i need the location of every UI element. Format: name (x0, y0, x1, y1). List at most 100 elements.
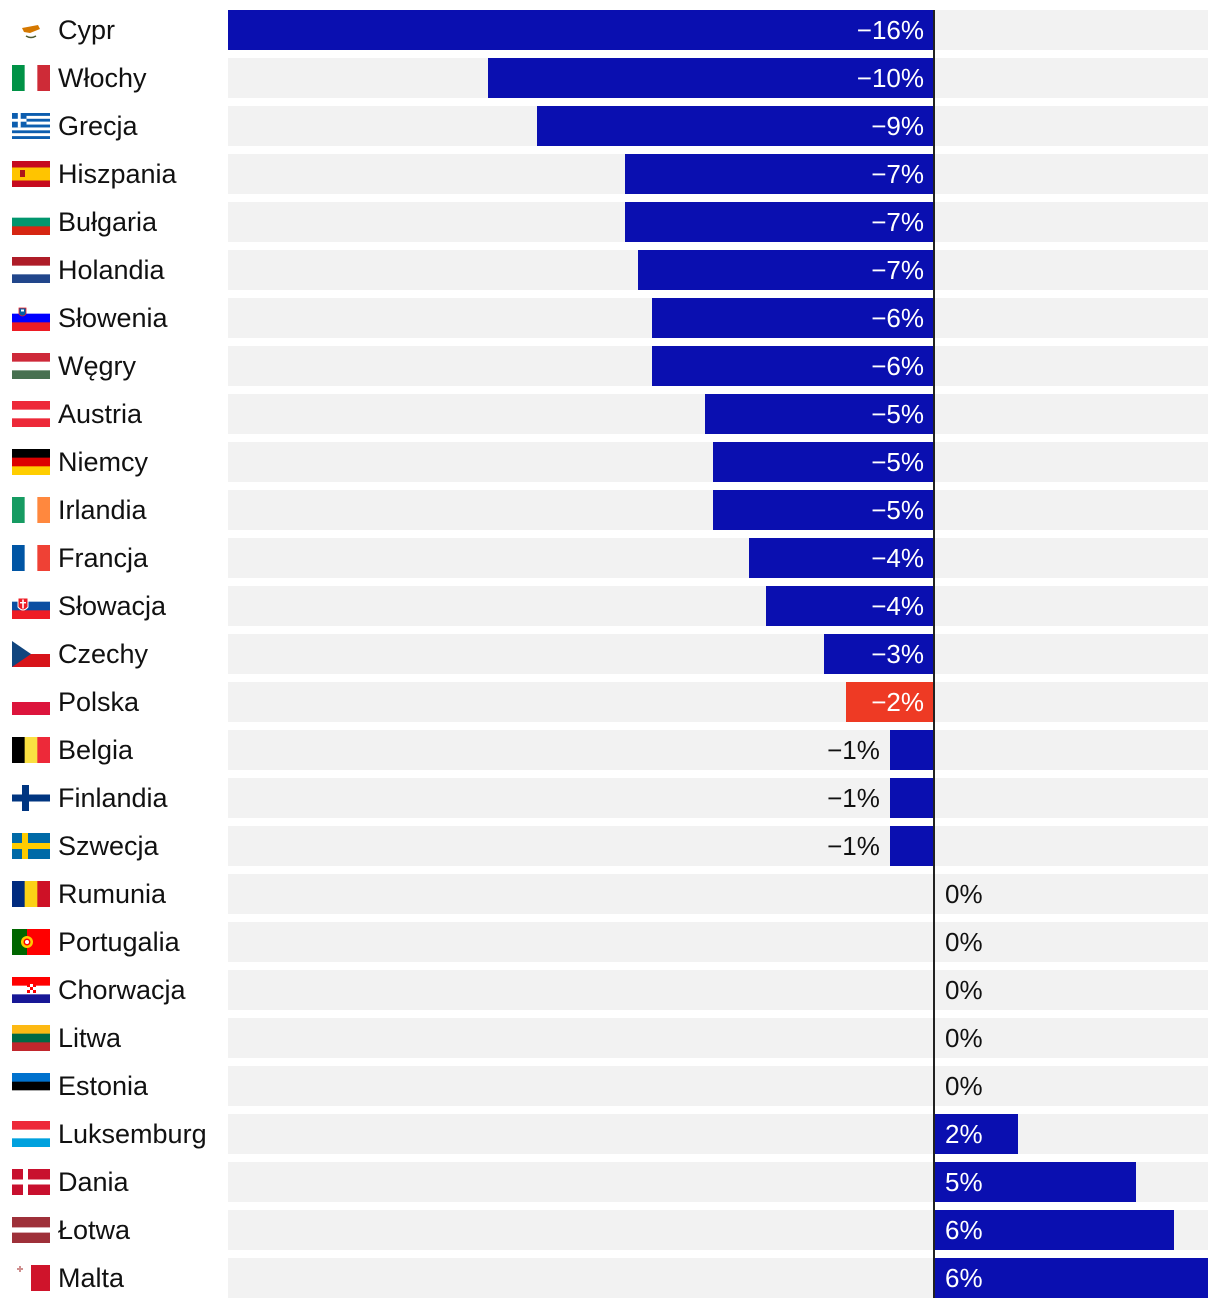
chart-row: Francja −4% (0, 538, 1220, 578)
category-label: Słowenia (58, 303, 168, 333)
dk-flag-icon (12, 1169, 50, 1195)
pl-flag-icon (12, 689, 50, 715)
se-flag-icon (12, 833, 50, 859)
bar-track (228, 922, 1208, 962)
pt-flag-icon (12, 929, 50, 955)
data-label: 2% (945, 1119, 983, 1149)
category-label: Szwecja (58, 831, 159, 861)
hr-flag-icon (12, 977, 50, 1003)
category-label: Łotwa (58, 1215, 131, 1245)
sk-flag-icon (12, 593, 50, 619)
category-label: Portugalia (58, 927, 180, 957)
data-label: 0% (945, 1071, 983, 1101)
chart-row: Austria −5% (0, 394, 1220, 434)
category-label: Estonia (58, 1071, 149, 1101)
category-label: Hiszpania (58, 159, 177, 189)
chart-row: Włochy −10% (0, 58, 1220, 98)
data-label: −4% (871, 591, 924, 621)
bar-track (228, 538, 1208, 578)
bar (889, 778, 934, 818)
category-label: Dania (58, 1167, 129, 1197)
hu-flag-icon (12, 353, 50, 379)
chart-row: Niemcy −5% (0, 442, 1220, 482)
data-label: −5% (871, 495, 924, 525)
data-label: 0% (945, 879, 983, 909)
bar-track (228, 1114, 1208, 1154)
chart-row: Słowacja −4% (0, 586, 1220, 626)
data-label: −5% (871, 399, 924, 429)
bar-track (228, 1018, 1208, 1058)
chart-row: Estonia 0% (0, 1066, 1220, 1106)
chart-row: Grecja −9% (0, 106, 1220, 146)
lt-flag-icon (12, 1025, 50, 1051)
chart-row: Portugalia 0% (0, 922, 1220, 962)
category-label: Słowacja (58, 591, 167, 621)
category-label: Niemcy (58, 447, 149, 477)
data-label: 5% (945, 1167, 983, 1197)
bar-track (228, 682, 1208, 722)
cy-flag-icon (12, 17, 50, 43)
chart-row: Łotwa 6% (0, 1210, 1220, 1250)
bar (488, 58, 934, 98)
category-label: Węgry (58, 351, 137, 381)
si-flag-icon (12, 305, 50, 331)
zero-axis-line (933, 10, 935, 1298)
data-label: 0% (945, 1023, 983, 1053)
category-label: Grecja (58, 111, 138, 141)
category-label: Chorwacja (58, 975, 186, 1005)
es-flag-icon (12, 161, 50, 187)
data-label: −9% (871, 111, 924, 141)
bar (823, 634, 934, 674)
ee-flag-icon (12, 1073, 50, 1099)
bar (845, 682, 934, 722)
data-label: 0% (945, 927, 983, 957)
data-label: −1% (827, 735, 880, 765)
data-label: −10% (856, 63, 924, 93)
chart-row: Cypr −16% (0, 10, 1220, 50)
bg-flag-icon (12, 209, 50, 235)
bar (625, 154, 934, 194)
bar (889, 730, 934, 770)
data-label: −16% (856, 15, 924, 45)
bar-track (228, 826, 1208, 866)
cz-flag-icon (12, 641, 50, 667)
category-label: Bułgaria (58, 207, 158, 237)
bar-track (228, 1066, 1208, 1106)
data-label: −6% (871, 351, 924, 381)
bar (651, 298, 934, 338)
category-label: Luksemburg (58, 1119, 207, 1149)
data-label: −1% (827, 783, 880, 813)
ro-flag-icon (12, 881, 50, 907)
bar (766, 586, 934, 626)
bar (748, 538, 934, 578)
category-label: Czechy (58, 639, 149, 669)
data-label: −6% (871, 303, 924, 333)
fr-flag-icon (12, 545, 50, 571)
bar-track (228, 586, 1208, 626)
chart-row: Chorwacja 0% (0, 970, 1220, 1010)
bar (934, 1114, 1019, 1154)
chart-row: Luksemburg 2% (0, 1114, 1220, 1154)
category-label: Włochy (58, 63, 147, 93)
chart-row: Hiszpania −7% (0, 154, 1220, 194)
category-label: Francja (58, 543, 149, 573)
data-label: 6% (945, 1263, 983, 1293)
bar (638, 250, 934, 290)
category-label: Polska (58, 687, 140, 717)
bar-track (228, 778, 1208, 818)
category-label: Irlandia (58, 495, 147, 525)
be-flag-icon (12, 737, 50, 763)
data-label: −7% (871, 159, 924, 189)
fi-flag-icon (12, 785, 50, 811)
data-label: −4% (871, 543, 924, 573)
data-label: 0% (945, 975, 983, 1005)
bar (713, 442, 934, 482)
data-label: −3% (871, 639, 924, 669)
category-label: Austria (58, 399, 143, 429)
category-label: Rumunia (58, 879, 167, 909)
lv-flag-icon (12, 1217, 50, 1243)
chart-row: Litwa 0% (0, 1018, 1220, 1058)
category-label: Holandia (58, 255, 165, 285)
bar (625, 202, 934, 242)
